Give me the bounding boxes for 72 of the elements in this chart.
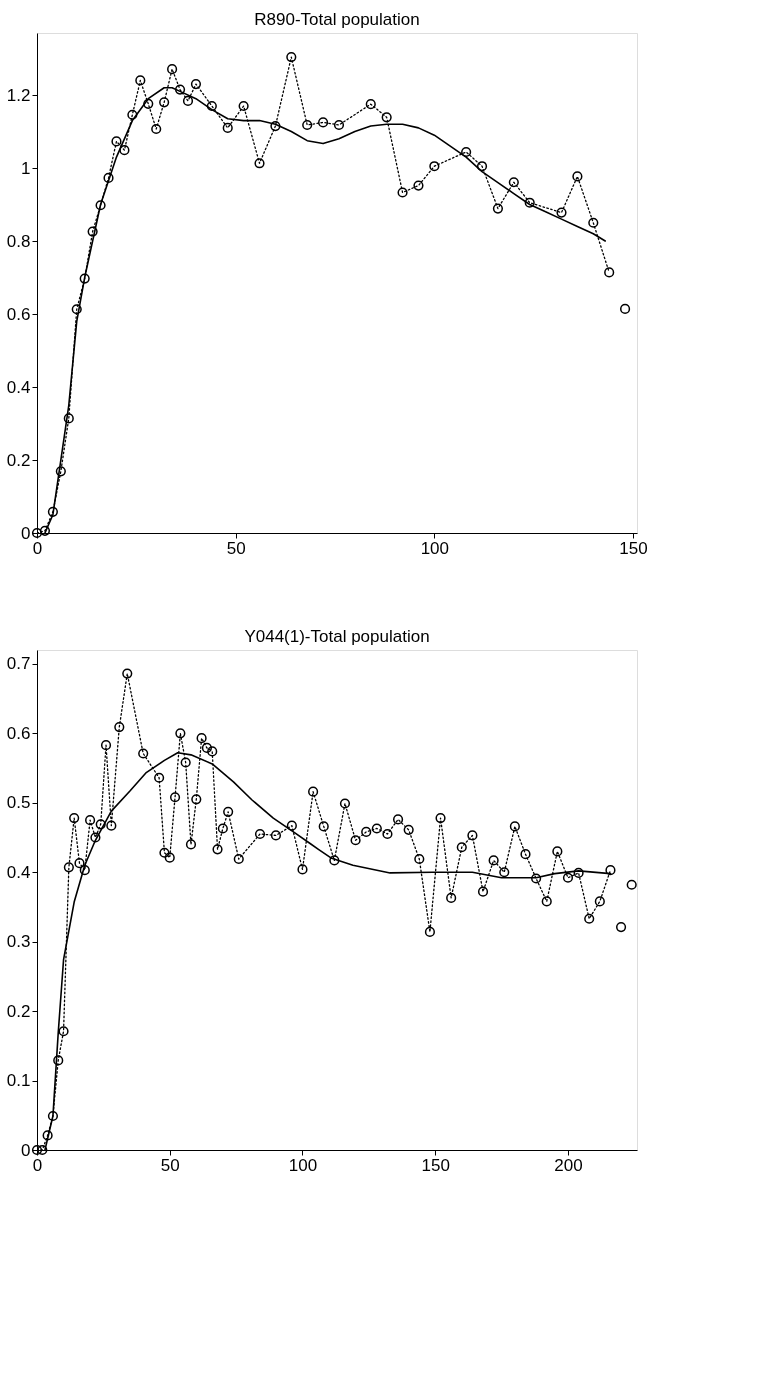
y-tick-label: 0.8: [6, 231, 31, 251]
point: [95, 200, 106, 211]
point: [531, 873, 542, 884]
x-tick-label: 150: [421, 1155, 450, 1175]
y-tick-label: 0.3: [6, 932, 31, 952]
y-tick-label: 0.4: [6, 377, 31, 397]
point: [190, 79, 202, 90]
point: [238, 100, 249, 112]
point: [476, 161, 488, 172]
y-tick-label: 0.6: [6, 304, 31, 324]
point: [381, 112, 392, 123]
point: [318, 117, 329, 128]
point: [556, 207, 567, 218]
x-tick-label: 50: [226, 538, 246, 558]
point: [333, 119, 345, 131]
point: [270, 120, 281, 132]
point: [127, 109, 138, 120]
point: [397, 187, 408, 198]
point: [413, 180, 424, 191]
point: [143, 98, 154, 109]
point: [508, 177, 519, 188]
x-tick-label: 150: [619, 538, 648, 558]
x-tick-label: 50: [160, 1155, 180, 1175]
point: [524, 197, 535, 208]
point: [174, 84, 186, 95]
x-tick-label: 200: [554, 1155, 583, 1175]
point: [47, 506, 58, 517]
y-tick-label: 0.5: [6, 793, 31, 813]
y-tick-label: 0.6: [6, 723, 31, 743]
y-tick-label: 0: [21, 523, 31, 543]
x-tick-label: 100: [288, 1155, 318, 1175]
point: [71, 304, 82, 315]
chart-title: R890-Total population: [254, 10, 420, 29]
point: [572, 171, 583, 182]
point: [429, 161, 440, 172]
point: [206, 100, 217, 112]
y-tick-label: 0.2: [6, 1001, 31, 1021]
x-tick-label: 100: [420, 538, 450, 558]
y-tick-label: 1: [21, 158, 31, 178]
point: [626, 879, 637, 890]
y-tick-label: 0: [21, 1140, 31, 1160]
point: [492, 203, 504, 214]
point: [119, 145, 130, 156]
point: [135, 75, 146, 86]
point: [365, 99, 376, 110]
point: [151, 123, 162, 135]
y-tick-label: 0.1: [6, 1071, 31, 1091]
point: [63, 413, 74, 424]
point: [588, 217, 599, 228]
y-tick-label: 0.7: [6, 654, 31, 674]
point: [182, 95, 194, 106]
point: [79, 273, 90, 284]
y-tick-label: 1.2: [6, 85, 31, 105]
point: [222, 122, 233, 133]
point: [167, 64, 178, 75]
point: [302, 119, 313, 131]
point: [87, 226, 98, 237]
point: [55, 466, 66, 477]
y-tick-label: 0.2: [6, 450, 31, 470]
point: [159, 97, 170, 108]
y-tick-label: 0.4: [6, 862, 31, 882]
point: [103, 172, 114, 183]
point: [604, 267, 615, 278]
point: [254, 158, 265, 169]
point: [286, 52, 297, 63]
point: [461, 146, 472, 158]
point: [615, 922, 627, 933]
point: [111, 136, 122, 147]
chart-title: Y044(1)-Total population: [244, 627, 430, 646]
point: [39, 525, 51, 536]
point: [620, 303, 631, 314]
point: [31, 527, 43, 539]
